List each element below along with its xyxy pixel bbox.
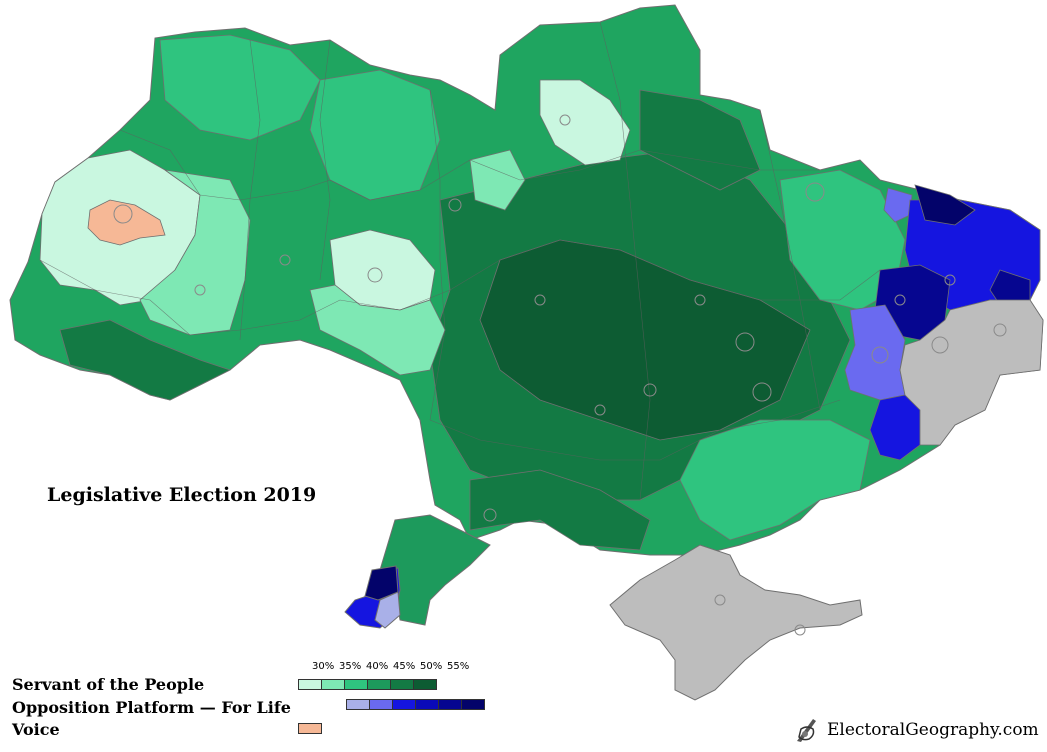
credit-text: ElectoralGeography.com [827, 720, 1039, 740]
southwest-dark [59, 319, 232, 401]
legend-swatch [298, 679, 322, 690]
legend-pct-45: 45% [393, 661, 416, 672]
quill-and-scroll-icon [797, 719, 816, 742]
kharkiv-light-blue [883, 187, 913, 223]
occupied-donbas [899, 299, 1044, 446]
luhansk-dark [914, 184, 976, 226]
legend-pct-40: 40% [366, 661, 389, 672]
legend-swatch [344, 679, 368, 690]
kyiv-light [469, 149, 526, 211]
legend-swatch [321, 679, 345, 690]
map-title: Legislative Election 2019 [47, 484, 317, 506]
legend-pct-30: 30% [312, 661, 335, 672]
south-east-mid [679, 419, 871, 541]
crimea [609, 544, 863, 701]
legend-party-servant: Servant of the People [12, 675, 205, 694]
legend-swatches-servant [298, 679, 437, 690]
chernihiv-light [539, 79, 631, 166]
legend-swatch [369, 699, 393, 710]
legend-swatch [438, 699, 462, 710]
city-markers [113, 114, 1007, 636]
district-boundaries [39, 21, 881, 501]
legend-swatches-opposition [346, 699, 485, 710]
legend-swatch [413, 679, 437, 690]
west-light [139, 169, 251, 336]
bessarabia-light [374, 591, 401, 629]
legend-pct-35: 35% [339, 661, 362, 672]
legend-swatch [367, 679, 391, 690]
legend-swatch [461, 699, 485, 710]
legend-swatch [390, 679, 414, 690]
legend-swatches-voice [298, 723, 322, 734]
legend-swatch [415, 699, 439, 710]
legend-swatch [346, 699, 370, 710]
legend-swatch [298, 723, 322, 734]
legend-party-opposition: Opposition Platform — For Life [12, 698, 291, 717]
legend-pct-50: 50% [420, 661, 443, 672]
south-dark [469, 469, 651, 551]
legend-party-voice: Voice [12, 720, 60, 739]
legend-swatch [392, 699, 416, 710]
credit: ElectoralGeography.com [793, 714, 1039, 746]
legend-pct-55: 55% [447, 661, 470, 672]
